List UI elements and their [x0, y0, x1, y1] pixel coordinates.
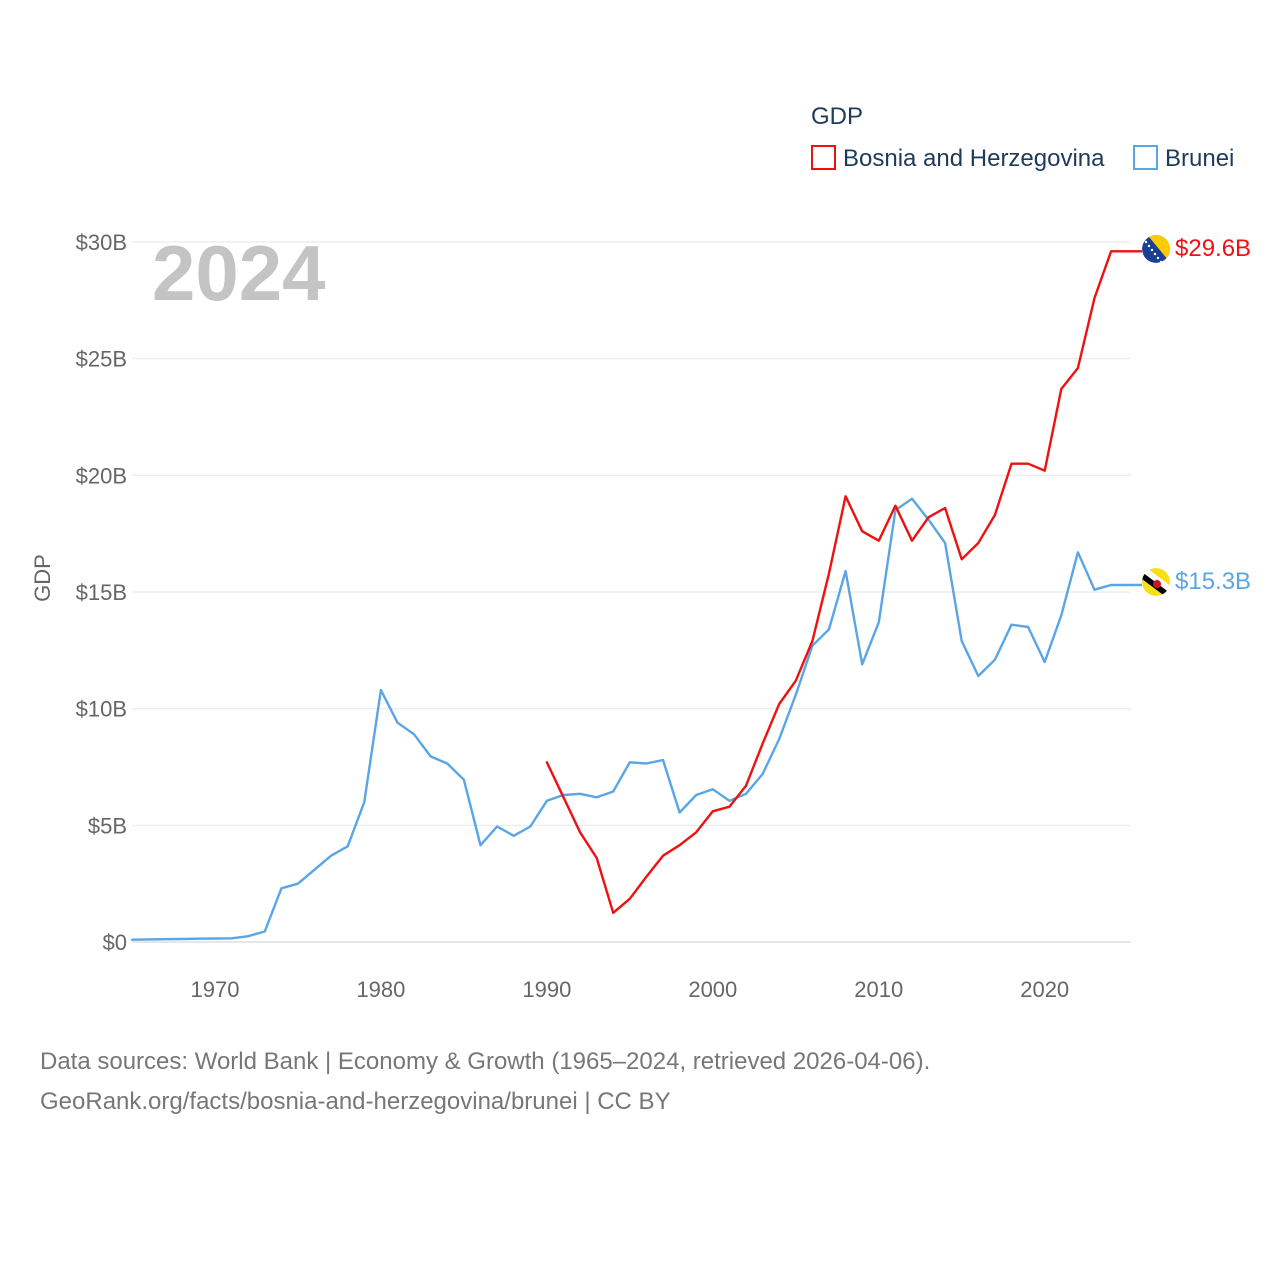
current-year-label: 2024	[152, 229, 326, 317]
y-tick-label: $10B	[76, 697, 127, 722]
end-label-bosnia: $29.6B	[1175, 235, 1251, 262]
x-tick-label: 2000	[688, 977, 737, 1002]
x-tick-label: 2020	[1020, 977, 1069, 1002]
y-axis-label: GDP	[30, 554, 55, 602]
y-tick-label: $20B	[76, 463, 127, 488]
x-tick-label: 1980	[356, 977, 405, 1002]
x-tick-label: 1990	[522, 977, 571, 1002]
y-tick-label: $25B	[76, 347, 127, 372]
footer-source: Data sources: World Bank | Economy & Gro…	[40, 1048, 931, 1075]
y-tick-label: $15B	[76, 580, 127, 605]
series-line-brunei[interactable]	[130, 497, 1113, 941]
legend-label-bosnia[interactable]: Bosnia and Herzegovina	[843, 145, 1105, 172]
gdp-line-chart: $0 $5B $10B $15B $20B $25B $30B 1970 1980 1990 20…	[30, 103, 1251, 1002]
legend-label-brunei[interactable]: Brunei	[1165, 145, 1234, 172]
footer-link[interactable]: GeoRank.org/facts/bosnia-and-herzegovina…	[40, 1088, 671, 1115]
legend-swatch-bosnia[interactable]	[811, 145, 836, 170]
x-tick-label: 2010	[854, 977, 903, 1002]
bosnia-flag-icon	[1142, 235, 1170, 263]
y-tick-label: $0	[103, 930, 127, 955]
series-line-bosnia[interactable]	[545, 250, 1113, 914]
y-tick-label: $5B	[88, 813, 127, 838]
footer: Data sources: World Bank | Economy & Gro…	[40, 1042, 930, 1122]
y-tick-label: $30B	[76, 230, 127, 255]
legend-title: GDP	[811, 103, 863, 130]
end-label-brunei: $15.3B	[1175, 568, 1251, 595]
x-tick-label: 1970	[190, 977, 239, 1002]
legend-swatch-brunei[interactable]	[1133, 145, 1158, 170]
brunei-flag-icon	[1142, 568, 1170, 596]
